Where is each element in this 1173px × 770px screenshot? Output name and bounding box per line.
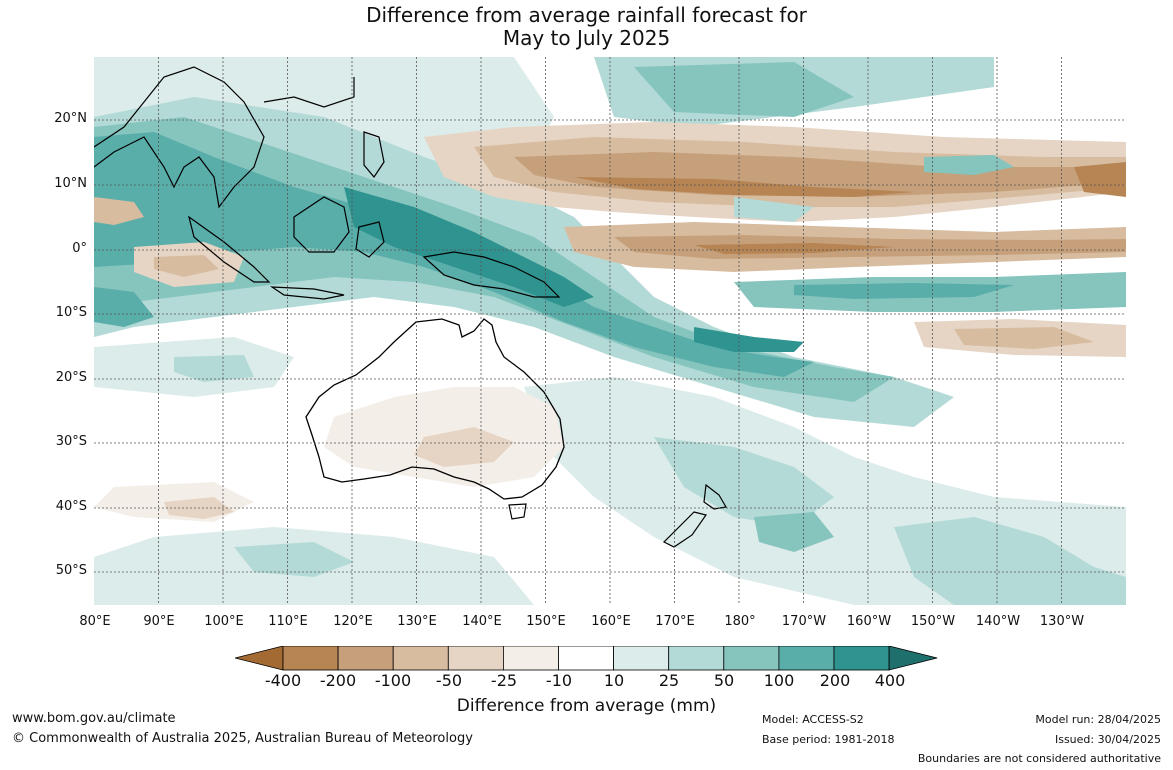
lon-label-80e: 80°E: [79, 614, 111, 629]
website-link[interactable]: www.bom.gov.au/climate: [12, 711, 176, 726]
disclaimer-text: Boundaries are not considered authoritat…: [917, 752, 1161, 765]
colorbar-segment: [833, 646, 890, 671]
lon-label-100e: 100°E: [204, 614, 244, 629]
lon-label-130w: 130°W: [1039, 614, 1085, 629]
colorbar-label: -400: [264, 671, 302, 690]
lon-label-90e: 90°E: [143, 614, 175, 629]
lat-label-0: 0°: [72, 241, 87, 256]
lat-label-40s: 40°S: [55, 499, 87, 514]
lon-label-160w: 160°W: [846, 614, 892, 629]
lon-label-170w: 170°W: [781, 614, 827, 629]
colorbar-label: -200: [319, 671, 357, 690]
colorbar-segment: [558, 646, 614, 671]
lat-label-10n: 10°N: [54, 176, 87, 191]
colorbar-label: 10: [603, 671, 625, 690]
lon-label-130e: 130°E: [397, 614, 437, 629]
colorbar-segment: [447, 646, 504, 671]
lon-label-140w: 140°W: [975, 614, 1021, 629]
map-svg: [94, 57, 1126, 605]
lon-label-110e: 110°E: [268, 614, 308, 629]
colorbar-title: Difference from average (mm): [456, 696, 717, 716]
lat-label-30s: 30°S: [55, 434, 87, 449]
colorbar-extend-low: [235, 646, 284, 671]
lon-label-170e: 170°E: [655, 614, 695, 629]
lon-label-140e: 140°E: [462, 614, 502, 629]
lat-label-50s: 50°S: [55, 563, 87, 578]
lon-label-160e: 160°E: [591, 614, 631, 629]
lat-label-20s: 20°S: [55, 370, 87, 385]
colorbar-label: -100: [374, 671, 412, 690]
lon-label-150e: 150°E: [526, 614, 566, 629]
colorbar-label: 100: [763, 671, 795, 690]
map-title: Difference from average rainfall forecas…: [0, 4, 1173, 50]
lon-label-180: 180°: [724, 614, 756, 629]
colorbar-label: 25: [658, 671, 680, 690]
lon-label-150w: 150°W: [910, 614, 956, 629]
title-line-1: Difference from average rainfall forecas…: [366, 3, 807, 27]
model-text: Model: ACCESS-S2: [762, 713, 864, 726]
copyright-text: © Commonwealth of Australia 2025, Austra…: [12, 731, 473, 746]
rainfall-anomaly-map: [94, 57, 1126, 605]
colorbar-label: -10: [545, 671, 573, 690]
colorbar-segment: [778, 646, 835, 671]
colorbar-label: -50: [435, 671, 463, 690]
colorbar-segment: [337, 646, 394, 671]
colorbar-segment: [282, 646, 339, 671]
issued-text: Issued: 30/04/2025: [1054, 733, 1161, 746]
colorbar-segment: [502, 646, 559, 671]
lat-label-20n: 20°N: [54, 111, 87, 126]
model-run-text: Model run: 28/04/2025: [1035, 713, 1161, 726]
colorbar-segment: [723, 646, 780, 671]
colorbar-extend-high: [888, 646, 938, 671]
colorbar-segment: [392, 646, 449, 671]
base-period-text: Base period: 1981-2018: [762, 733, 895, 746]
lat-label-10s: 10°S: [55, 305, 87, 320]
colorbar-label: 400: [874, 671, 906, 690]
colorbar-label: 200: [819, 671, 851, 690]
colorbar-segment: [613, 646, 670, 671]
colorbar-label: -25: [490, 671, 518, 690]
graticule: [94, 57, 1126, 605]
colorbar-segment: [668, 646, 725, 671]
lon-label-120e: 120°E: [333, 614, 373, 629]
colorbar: [235, 646, 938, 671]
title-line-2: May to July 2025: [502, 26, 671, 50]
colorbar-label: 50: [713, 671, 735, 690]
